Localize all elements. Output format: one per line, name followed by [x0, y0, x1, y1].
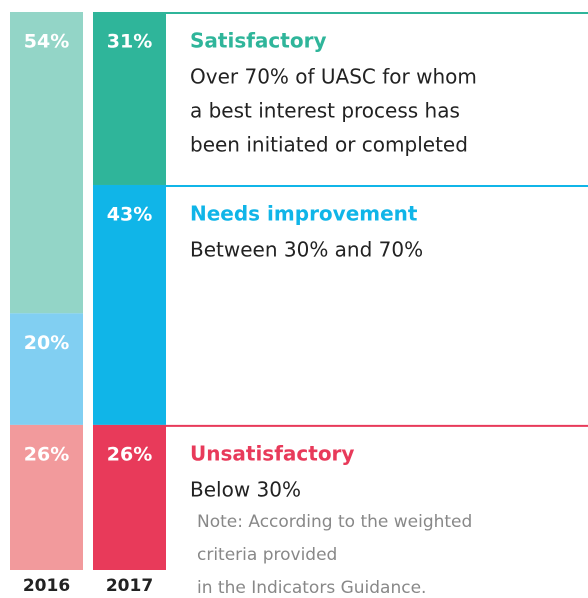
legend-heading: Unsatisfactory	[190, 441, 354, 465]
value-label: 26%	[24, 443, 69, 465]
bar-segment	[93, 424, 166, 570]
note: criteria provided	[197, 545, 337, 565]
bar-segment	[10, 12, 83, 314]
legend-description: Over 70% of UASC for whom	[190, 65, 477, 89]
year-label: 2017	[106, 576, 153, 596]
value-label: 26%	[107, 443, 152, 465]
year-label: 2016	[23, 576, 70, 596]
bar-segment	[10, 424, 83, 570]
legend-description: Between 30% and 70%	[190, 237, 423, 261]
bar-segment	[93, 12, 166, 185]
bar-segment	[93, 184, 166, 425]
legend-heading: Needs improvement	[190, 201, 418, 225]
legend-description: a best interest process has	[190, 99, 460, 123]
bar-segment	[10, 313, 83, 425]
value-label: 43%	[107, 203, 152, 225]
note: Note: According to the weighted	[197, 512, 472, 532]
value-label: 31%	[107, 31, 152, 53]
legend-description: been initiated or completed	[190, 133, 468, 157]
value-label: 20%	[24, 332, 69, 354]
value-label: 54%	[24, 31, 69, 53]
legend-heading: Satisfactory	[190, 29, 326, 53]
legend-description: Below 30%	[190, 477, 301, 501]
note: in the Indicators Guidance.	[197, 578, 426, 598]
